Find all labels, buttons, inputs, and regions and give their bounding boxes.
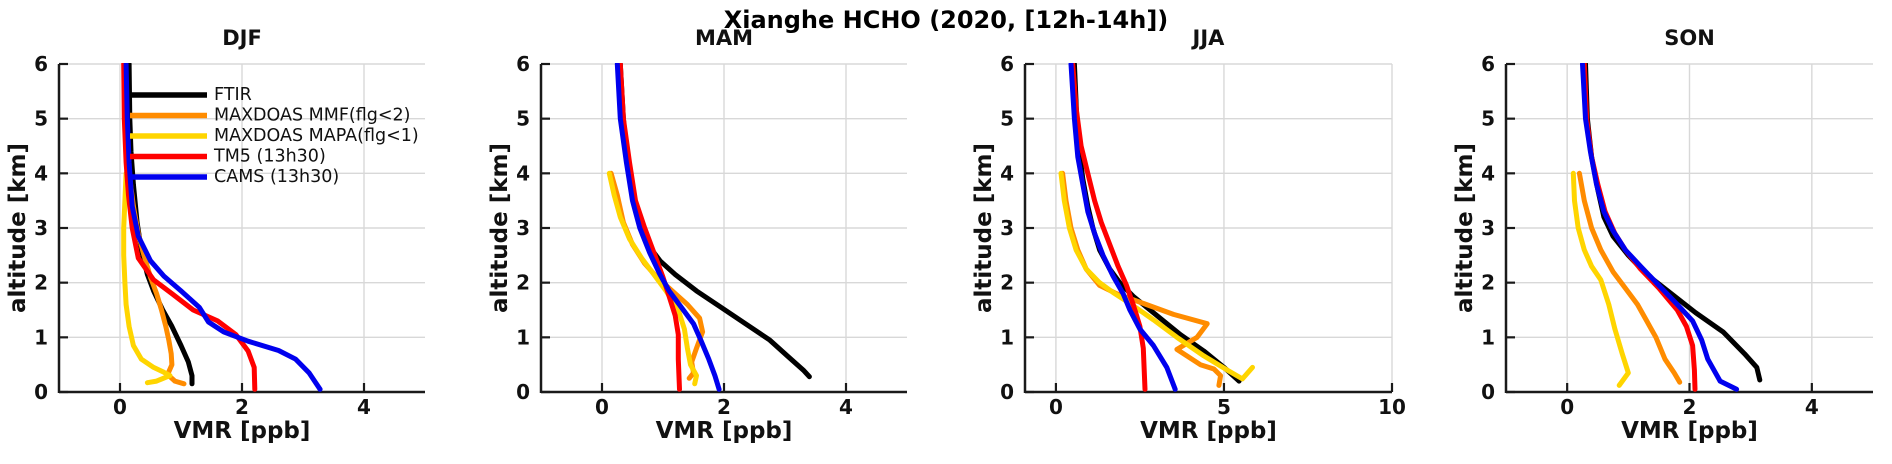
series-maxdoas-mapa-flg-1 — [121, 170, 173, 386]
x-tick-label: 2 — [1683, 395, 1697, 419]
panel-title: JJA — [1191, 26, 1226, 50]
y-tick-label: 6 — [34, 52, 48, 76]
y-tick-label: 0 — [1000, 380, 1014, 404]
y-axis-label: altitude [km] — [5, 143, 31, 313]
legend-entry: TM5 (13h30) — [130, 147, 326, 167]
y-tick-label: 5 — [1481, 107, 1495, 131]
x-axis-label: VMR [ppb] — [656, 418, 793, 444]
x-axis-label: VMR [ppb] — [1621, 418, 1758, 444]
panel-title: SON — [1664, 26, 1715, 50]
y-tick-label: 1 — [34, 325, 48, 349]
y-tick-label: 3 — [34, 216, 48, 240]
x-tick-label: 0 — [1049, 395, 1063, 419]
y-tick-label: 1 — [516, 325, 530, 349]
legend-entry: FTIR — [130, 85, 252, 105]
x-axis-label: VMR [ppb] — [1140, 418, 1277, 444]
x-tick-label: 2 — [235, 395, 249, 419]
y-axis-label: altitude [km] — [487, 143, 513, 313]
series-maxdoas-mapa-flg-1 — [1058, 170, 1255, 382]
legend-entry: MAXDOAS MMF(flg<2) — [130, 106, 411, 126]
panel-son: 0 2 4 0 1 2 3 4 5 6 SON VMR [ppb] altitude [km] — [1452, 26, 1873, 444]
y-tick-label: 4 — [1481, 161, 1495, 185]
y-tick-label: 5 — [34, 107, 48, 131]
y-tick-label: 6 — [516, 52, 530, 76]
figure-title: Xianghe HCHO (2020, [12h-14h]) — [723, 6, 1169, 34]
y-tick-label: 4 — [1000, 161, 1014, 185]
y-tick-label: 0 — [1481, 380, 1495, 404]
y-tick-label: 1 — [1481, 325, 1495, 349]
legend-label: TM5 (13h30) — [213, 147, 326, 167]
x-tick-label: 4 — [357, 395, 371, 419]
x-tick-label: 2 — [717, 395, 731, 419]
legend-label: MAXDOAS MAPA(flg<1) — [214, 126, 419, 146]
x-tick-label: 10 — [1378, 395, 1406, 419]
panel-djf: 0 2 4 0 1 2 3 4 5 6 DJF VMR [ppb] altitude [km] — [5, 26, 425, 444]
x-tick-label: 0 — [595, 395, 609, 419]
series-ftir — [617, 63, 812, 380]
legend-entry: CAMS (13h30) — [130, 167, 339, 187]
y-axis-label: altitude [km] — [1452, 143, 1478, 313]
y-tick-label: 2 — [34, 271, 48, 295]
series-tm5-13h30 — [1581, 63, 1698, 392]
series-cams-13h30 — [614, 63, 722, 392]
series-maxdoas-mmf-flg-2 — [1576, 170, 1683, 385]
y-tick-label: 3 — [1000, 216, 1014, 240]
series-group — [1058, 63, 1255, 392]
y-tick-label: 0 — [34, 380, 48, 404]
series-cams-13h30 — [1068, 63, 1178, 392]
series-tm5-13h30 — [617, 63, 682, 392]
y-tick-label: 5 — [1000, 107, 1014, 131]
y-tick-label: 4 — [516, 161, 530, 185]
series-group — [606, 63, 812, 392]
y-tick-label: 2 — [516, 271, 530, 295]
legend-label: FTIR — [214, 85, 252, 105]
y-tick-label: 1 — [1000, 325, 1014, 349]
y-tick-label: 4 — [34, 161, 48, 185]
x-tick-label: 5 — [1217, 395, 1231, 419]
series-group — [1570, 63, 1763, 392]
y-tick-label: 0 — [516, 380, 530, 404]
y-tick-label: 5 — [516, 107, 530, 131]
series-maxdoas-mapa-flg-1 — [1570, 170, 1631, 388]
x-tick-label: 0 — [1560, 395, 1574, 419]
y-tick-label: 2 — [1000, 271, 1014, 295]
series-cams-13h30 — [123, 63, 323, 392]
y-tick-label: 3 — [1481, 216, 1495, 240]
y-tick-label: 2 — [1481, 271, 1495, 295]
legend-label: MAXDOAS MMF(flg<2) — [214, 106, 411, 126]
legend-label: CAMS (13h30) — [214, 167, 339, 187]
series-cams-13h30 — [1580, 63, 1740, 392]
legend-entry: MAXDOAS MAPA(flg<1) — [130, 126, 419, 146]
series-tm5-13h30 — [1070, 63, 1148, 392]
panel-jja: 0 5 10 0 1 2 3 4 5 6 JJA VMR [ppb] altitude [km] — [971, 26, 1406, 444]
series-tm5-13h30 — [121, 63, 258, 392]
panel-mam: 0 2 4 0 1 2 3 4 5 6 MAM VMR [ppb] altitude [km] — [487, 26, 907, 444]
y-tick-label: 6 — [1481, 52, 1495, 76]
y-axis-label: altitude [km] — [971, 143, 997, 313]
y-tick-label: 3 — [516, 216, 530, 240]
panel-title: MAM — [695, 26, 753, 50]
x-tick-label: 4 — [839, 395, 853, 419]
x-tick-label: 4 — [1805, 395, 1819, 419]
x-tick-label: 0 — [113, 395, 127, 419]
x-axis-label: VMR [ppb] — [174, 418, 311, 444]
panel-title: DJF — [222, 26, 262, 50]
y-tick-label: 6 — [1000, 52, 1014, 76]
